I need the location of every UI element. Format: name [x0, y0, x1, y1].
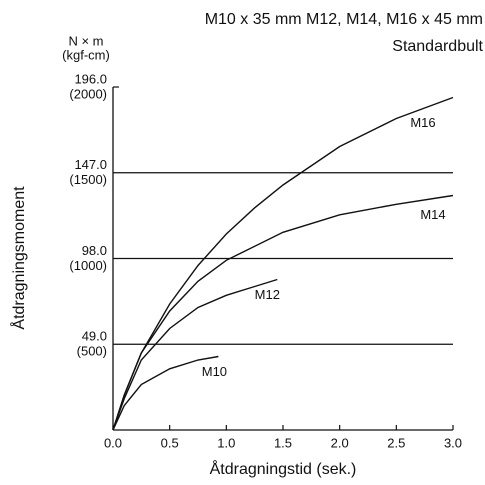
line: [112, 96, 454, 431]
y-tick-label: 147.0: [74, 157, 107, 172]
y-unit: N × m: [68, 33, 103, 48]
x-tick-label: 2.5: [387, 435, 405, 450]
series-label: M12: [255, 287, 280, 302]
y-tick-sublabel: (1000): [69, 258, 107, 273]
y-tick-label: 196.0: [74, 71, 107, 86]
chart-title: M10 x 35 mm M12, M14, M16 x 45 mm: [205, 11, 483, 28]
x-tick-label: 0.0: [104, 435, 122, 450]
y-tick-sublabel: (500): [77, 344, 107, 359]
x-axis-label: Åtdragningstid (sek.): [210, 459, 357, 478]
series-label: M16: [410, 115, 435, 130]
chart-subtitle: Standardbult: [392, 38, 483, 55]
x-tick-label: 1.0: [217, 435, 235, 450]
y-tick-label: 98.0: [82, 243, 107, 258]
y-unit: (kgf-cm): [62, 47, 110, 62]
series-label: M14: [420, 207, 445, 222]
series-label: M10: [202, 364, 227, 379]
line: [112, 278, 278, 431]
y-tick-sublabel: (2000): [69, 86, 107, 101]
line: [112, 355, 219, 431]
y-tick-sublabel: (1500): [69, 172, 107, 187]
line: [112, 194, 454, 431]
y-tick-label: 49.0: [82, 329, 107, 344]
x-tick-label: 2.0: [331, 435, 349, 450]
y-axis-label: Åtdragningsmoment: [9, 186, 28, 330]
x-tick-label: 1.5: [274, 435, 292, 450]
x-tick-label: 3.0: [444, 435, 462, 450]
x-tick-label: 0.5: [161, 435, 179, 450]
